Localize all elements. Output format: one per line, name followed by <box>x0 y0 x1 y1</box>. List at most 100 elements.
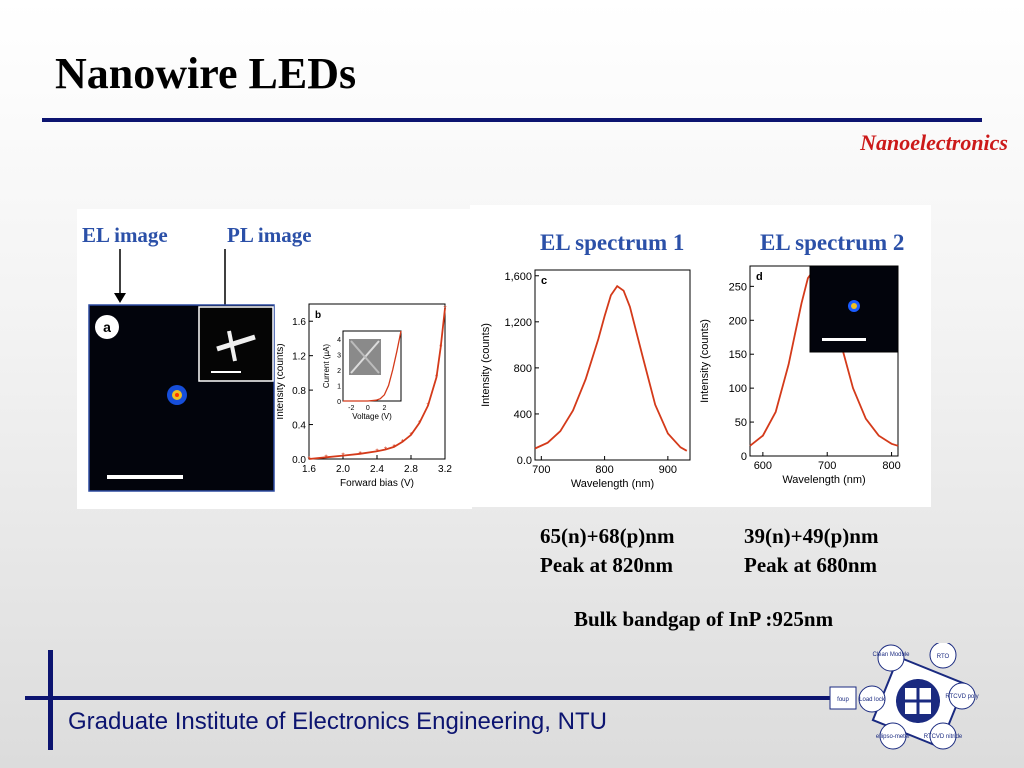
inset-x-axis-label: Voltage (V) <box>352 412 392 421</box>
el-pl-image-figure: a <box>88 249 275 492</box>
y-axis-label: Intensity (counts) <box>480 323 492 407</box>
el-spectrum-2-label: EL spectrum 2 <box>760 230 905 255</box>
panel-b-tag: b <box>315 310 321 321</box>
y-tick-label: 1,600 <box>504 271 532 283</box>
panel-c-tag: c <box>541 275 547 287</box>
panel-a-tag-bg <box>95 315 119 339</box>
y-tick-label: 0 <box>741 451 747 463</box>
bulk-bandgap-note: Bulk bandgap of InP :925nm <box>574 607 834 631</box>
x-axis-label: Wavelength (nm) <box>782 474 865 486</box>
x-axis-label: Forward bias (V) <box>340 478 414 489</box>
panel-d-tag: d <box>756 271 763 283</box>
spectrum-2-caption: 39(n)+49(p)nm Peak at 680nm <box>744 522 878 580</box>
inset-y-tick-label: 1 <box>337 383 341 390</box>
x-tick-label: 3.2 <box>438 464 452 475</box>
node-ellipsometer: ellipso-meter <box>876 734 910 740</box>
node-rto: RTO <box>937 654 950 660</box>
spectrum-2-peak: Peak at 680nm <box>744 553 877 577</box>
data-point: * <box>392 443 395 452</box>
x-tick-label: 1.6 <box>302 464 316 475</box>
x-tick-label: 800 <box>882 460 900 472</box>
data-point: * <box>307 455 310 464</box>
plot-frame <box>534 269 691 461</box>
node-load-lock: Load lock <box>859 697 886 703</box>
node-clean-module: Clean Module <box>872 652 910 658</box>
x-tick-label: 700 <box>818 460 836 472</box>
footer-vertical-rule <box>48 650 53 750</box>
inset-y-tick-label: 0 <box>337 399 341 406</box>
chart-b: 1.6 2.0 2.4 2.8 3.2 0.0 0.4 0.8 1.2 1.6 Forward bi… <box>277 303 452 489</box>
inset-x-tick-label: 2 <box>382 405 386 412</box>
y-tick-label: 250 <box>729 281 747 293</box>
inset-y-tick-label: 4 <box>337 337 341 344</box>
chart-c: 700 800 900 0.0 400 800 1,200 1,600 Wavelength (… <box>480 269 691 490</box>
y-tick-label: 1.2 <box>292 352 306 363</box>
data-point: * <box>375 447 378 456</box>
data-point: * <box>341 452 344 461</box>
y-tick-label: 200 <box>729 315 747 327</box>
chart-d: 600 700 800 0 50 100 150 200 250 Wavelength (nm) I… <box>699 265 901 486</box>
x-tick-label: 2.8 <box>404 464 418 475</box>
data-point: * <box>401 438 404 447</box>
inset-sem-wire <box>350 340 380 374</box>
inset-y-axis-label: Current (µA) <box>322 344 331 389</box>
spectrum-line <box>308 308 446 460</box>
slide-title: Nanowire LEDs <box>55 49 357 98</box>
y-tick-label: 800 <box>514 363 532 375</box>
spectrum-1-peak: Peak at 820nm <box>540 553 673 577</box>
x-tick-label: 900 <box>659 464 677 476</box>
node-rtcvd-poly: RTCVD poly <box>945 694 978 700</box>
section-subtitle: Nanoelectronics <box>860 130 1008 155</box>
data-point: * <box>435 373 438 382</box>
cluster-tool-logo: Clean Module RTO Load lock RTCVD poly el… <box>829 643 979 750</box>
y-tick-label: 0.8 <box>292 386 306 397</box>
data-point: * <box>443 304 446 313</box>
figure-left-panel: EL image PL image a 1.6 2.0 2.4 2.8 3.2 0.0 0.… <box>77 209 472 509</box>
el-scale-bar <box>107 475 183 479</box>
figure-right-panel: EL spectrum 1 EL spectrum 2 700 800 900 0.0… <box>470 205 931 507</box>
el-emission-spot-center <box>175 393 179 397</box>
x-tick-label: 2.4 <box>370 464 384 475</box>
y-axis-label: Intensity (counts) <box>699 319 711 403</box>
inset-y-tick-label: 2 <box>337 368 341 375</box>
y-tick-label: 1,200 <box>504 317 532 329</box>
y-tick-label: 150 <box>729 349 747 361</box>
spectrum-line <box>534 284 688 452</box>
y-axis-label: Intensity (counts) <box>277 343 286 419</box>
y-tick-label: 100 <box>729 383 747 395</box>
y-tick-label: 50 <box>735 417 747 429</box>
data-point: * <box>324 453 327 462</box>
data-point: * <box>439 343 442 352</box>
inset-x-tick-label: 0 <box>366 405 370 412</box>
pl-scale-bar <box>211 371 241 373</box>
panel-a-tag: a <box>103 319 111 335</box>
spectrum-2-dims: 39(n)+49(p)nm <box>744 524 879 548</box>
data-point: * <box>384 446 387 455</box>
data-point: * <box>426 402 429 411</box>
footer-horizontal-rule <box>25 696 830 700</box>
spectrum-1-dims: 65(n)+68(p)nm <box>540 524 675 548</box>
inset-x-tick-label: -2 <box>348 405 354 412</box>
inset-y-tick-label: 3 <box>337 352 341 359</box>
spectrum-1-caption: 65(n)+68(p)nm Peak at 820nm <box>540 522 674 580</box>
x-tick-label: 700 <box>532 464 550 476</box>
inset-iv-line <box>343 330 402 402</box>
y-tick-label: 0.0 <box>292 455 306 466</box>
pl-wire-2 <box>227 330 237 362</box>
x-axis-label: Wavelength (nm) <box>571 478 654 490</box>
x-tick-label: 600 <box>754 460 772 472</box>
el-spectrum-1-label: EL spectrum 1 <box>540 230 685 255</box>
el-inset-spot-core <box>851 303 857 309</box>
y-tick-label: 0.0 <box>517 455 532 467</box>
y-tick-label: 400 <box>514 409 532 421</box>
pl-image-label: PL image <box>227 223 312 247</box>
node-foup: foup <box>837 697 849 703</box>
el-inset-scale-bar <box>822 338 866 341</box>
footer-institute: Graduate Institute of Electronics Engine… <box>68 708 607 735</box>
node-rtcvd-nitride: RTCVD nitride <box>924 734 963 740</box>
y-tick-label: 1.6 <box>292 317 306 328</box>
data-point: * <box>358 450 361 459</box>
x-tick-label: 2.0 <box>336 464 350 475</box>
el-image-label: EL image <box>82 223 168 247</box>
x-tick-label: 800 <box>595 464 613 476</box>
